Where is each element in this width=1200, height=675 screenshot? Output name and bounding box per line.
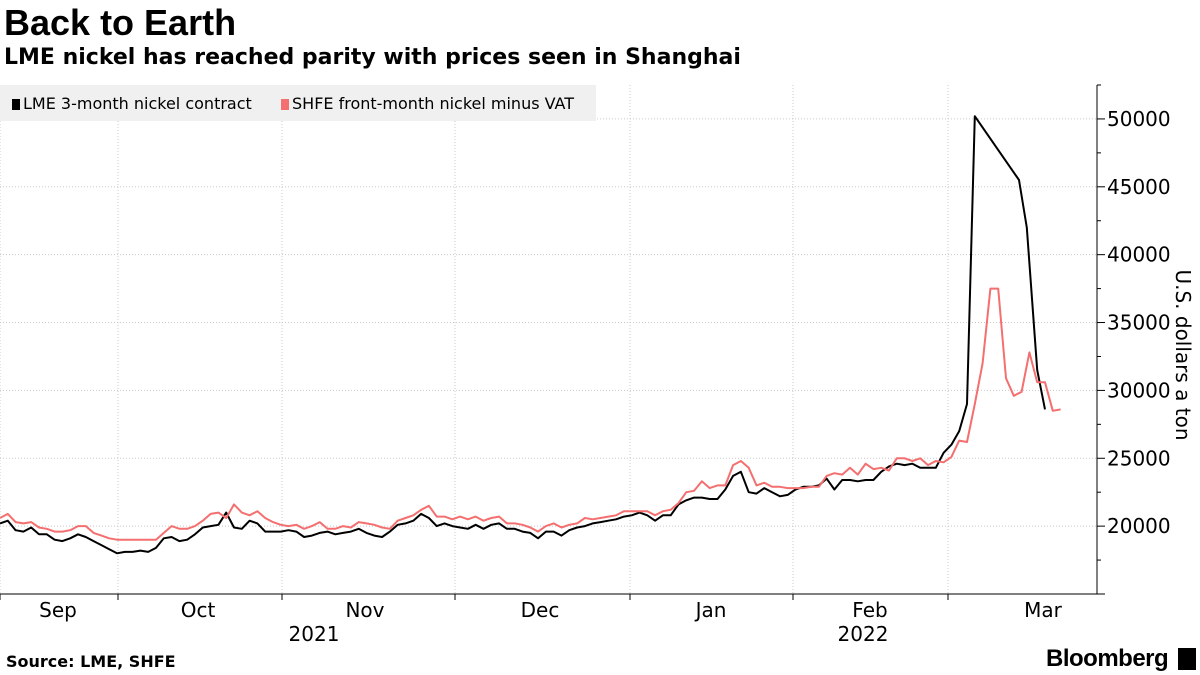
x-tick-label: Feb <box>852 598 887 622</box>
legend-item-lme: LME 3-month nickel contract <box>12 94 252 113</box>
y-tick-label: 30000 <box>1107 378 1171 402</box>
legend-swatch-lme <box>12 99 20 110</box>
y-tick-label: 50000 <box>1107 107 1171 131</box>
source-note: Source: LME, SHFE <box>6 652 176 671</box>
chart-subtitle: LME nickel has reached parity with price… <box>4 45 741 70</box>
series-line-lme <box>0 115 1046 555</box>
y-tick-label: 20000 <box>1107 514 1171 538</box>
y-axis-title: U.S. dollars a ton <box>1171 269 1195 440</box>
legend-swatch-shfe <box>281 99 289 110</box>
x-tick-label: Mar <box>1024 598 1063 622</box>
legend-label-lme: LME 3-month nickel contract <box>23 94 252 113</box>
legend-item-shfe: SHFE front-month nickel minus VAT <box>281 94 574 113</box>
x-tick-label: Oct <box>181 598 216 622</box>
x-year-label: 2022 <box>838 622 889 646</box>
series-line-shfe <box>0 287 1061 541</box>
y-tick-label: 40000 <box>1107 243 1171 267</box>
x-tick-label: Sep <box>39 598 77 622</box>
x-year-label: 2021 <box>289 622 340 646</box>
y-tick-label: 35000 <box>1107 311 1171 335</box>
y-tick-label: 25000 <box>1107 446 1171 470</box>
x-tick-label: Nov <box>345 598 384 622</box>
y-tick-label: 45000 <box>1107 175 1171 199</box>
legend: LME 3-month nickel contract SHFE front-m… <box>0 85 596 121</box>
bloomberg-logo: Bloomberg <box>1046 645 1169 672</box>
legend-label-shfe: SHFE front-month nickel minus VAT <box>292 94 575 113</box>
x-tick-label: Jan <box>694 598 727 622</box>
bloomberg-terminal-icon <box>1178 648 1196 670</box>
x-tick-label: Dec <box>521 598 560 622</box>
chart-title: Back to Earth <box>4 2 237 43</box>
